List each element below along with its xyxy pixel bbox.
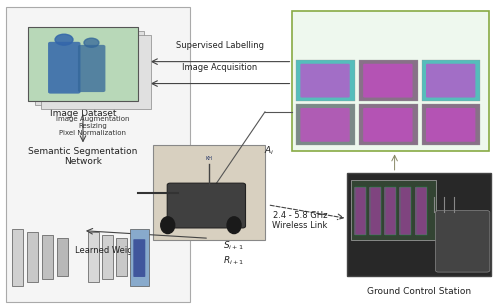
FancyBboxPatch shape	[422, 104, 480, 145]
FancyBboxPatch shape	[426, 64, 476, 98]
FancyBboxPatch shape	[369, 187, 381, 235]
FancyBboxPatch shape	[354, 187, 366, 235]
Text: Image Dataset: Image Dataset	[50, 109, 116, 118]
FancyBboxPatch shape	[415, 187, 427, 235]
Text: $S_{i+1}$: $S_{i+1}$	[222, 240, 244, 252]
FancyBboxPatch shape	[384, 187, 396, 235]
FancyBboxPatch shape	[48, 42, 80, 94]
FancyBboxPatch shape	[116, 238, 127, 276]
Text: Image Acquisition: Image Acquisition	[182, 63, 258, 72]
FancyBboxPatch shape	[363, 64, 412, 98]
Ellipse shape	[160, 217, 174, 233]
FancyBboxPatch shape	[78, 45, 106, 92]
Text: $R_{i+1}$: $R_{i+1}$	[222, 255, 244, 267]
Text: Learned Weights: Learned Weights	[75, 246, 146, 255]
FancyBboxPatch shape	[42, 235, 53, 279]
FancyBboxPatch shape	[422, 60, 480, 101]
Text: Image Augmentation
Resizing
Pixel Normalization: Image Augmentation Resizing Pixel Normal…	[56, 116, 130, 136]
Text: Semantic Segmentation
Network: Semantic Segmentation Network	[28, 147, 138, 166]
FancyBboxPatch shape	[41, 35, 151, 109]
FancyBboxPatch shape	[167, 183, 246, 228]
FancyBboxPatch shape	[296, 104, 354, 145]
Ellipse shape	[227, 217, 241, 233]
FancyBboxPatch shape	[56, 238, 68, 276]
FancyBboxPatch shape	[12, 229, 23, 285]
Text: $A_i$: $A_i$	[264, 144, 274, 157]
FancyBboxPatch shape	[350, 181, 436, 240]
Circle shape	[84, 38, 99, 47]
Text: Ground Control Station: Ground Control Station	[368, 287, 472, 296]
FancyBboxPatch shape	[300, 64, 350, 98]
FancyBboxPatch shape	[130, 229, 150, 285]
FancyBboxPatch shape	[88, 232, 99, 282]
FancyBboxPatch shape	[28, 27, 138, 101]
FancyBboxPatch shape	[292, 11, 490, 151]
FancyBboxPatch shape	[399, 187, 411, 235]
FancyBboxPatch shape	[134, 239, 145, 277]
Text: KH: KH	[206, 156, 212, 161]
FancyBboxPatch shape	[358, 60, 418, 101]
FancyBboxPatch shape	[363, 108, 412, 142]
FancyBboxPatch shape	[347, 173, 491, 276]
FancyBboxPatch shape	[28, 27, 138, 101]
FancyBboxPatch shape	[436, 211, 490, 272]
Text: 2.4 - 5.8 GHz
Wireless Link: 2.4 - 5.8 GHz Wireless Link	[272, 211, 328, 230]
Text: Supervised Labelling: Supervised Labelling	[176, 41, 264, 50]
FancyBboxPatch shape	[426, 108, 476, 142]
FancyBboxPatch shape	[102, 235, 113, 279]
FancyBboxPatch shape	[34, 31, 144, 105]
FancyBboxPatch shape	[358, 104, 418, 145]
Circle shape	[55, 34, 73, 45]
FancyBboxPatch shape	[6, 7, 190, 302]
FancyBboxPatch shape	[300, 108, 350, 142]
FancyBboxPatch shape	[296, 60, 354, 101]
FancyBboxPatch shape	[26, 232, 38, 282]
FancyBboxPatch shape	[153, 145, 265, 240]
